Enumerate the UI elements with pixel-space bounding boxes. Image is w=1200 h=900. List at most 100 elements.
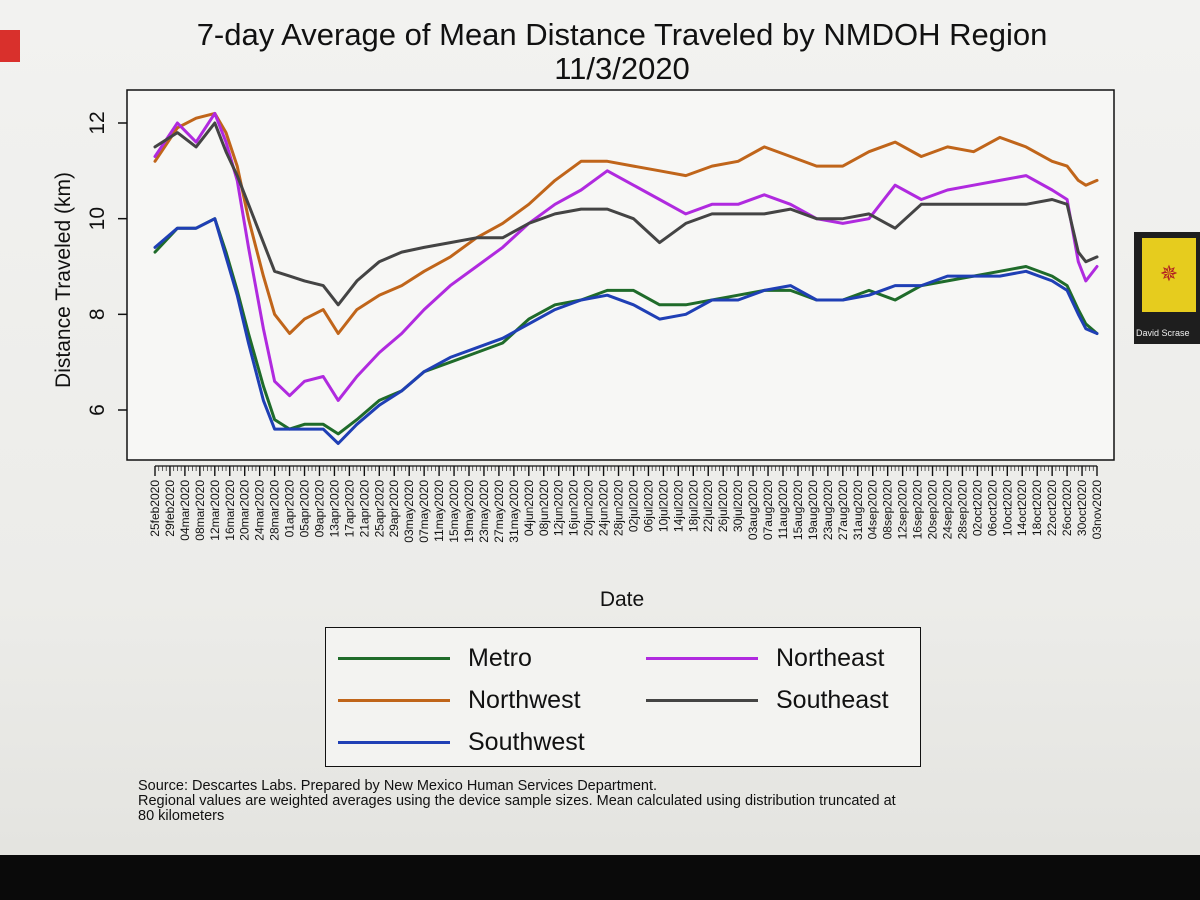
x-tick-label: 27aug2020 [836,480,850,540]
x-tick-label: 05apr2020 [298,480,312,538]
x-tick-label: 28sep2020 [955,480,969,540]
x-tick-label: 11aug2020 [776,480,790,540]
x-tick-label: 15aug2020 [791,480,805,540]
monitor-bezel [0,855,1200,900]
x-tick-label: 19aug2020 [806,480,820,540]
x-tick-label: 20mar2020 [238,480,252,541]
x-tick-label: 29apr2020 [387,480,401,538]
legend-label: Southwest [468,727,585,756]
chart-legend: Metro Northeast Northwest Southeast Southwes… [325,627,921,767]
x-tick-label: 29feb2020 [163,480,177,537]
legend-swatch [338,656,450,660]
x-tick-label: 25feb2020 [148,480,162,537]
source-line: 80 kilometers [138,808,225,824]
x-tick-label: 12mar2020 [208,480,222,541]
x-tick-label: 04jun2020 [522,480,536,536]
legend-label: Metro [468,643,532,672]
x-tick-label: 08mar2020 [193,480,207,541]
legend-swatch [338,740,450,744]
x-tick-label: 30oct2020 [1075,480,1089,536]
series-lines [153,111,1099,445]
legend-swatch [338,698,450,702]
x-tick-label: 09apr2020 [312,480,326,538]
x-tick-label: 16sep2020 [911,480,925,540]
x-tick-label: 20sep2020 [926,480,940,540]
x-tick-label: 04sep2020 [866,480,880,540]
x-tick-label: 03may2020 [402,480,416,543]
x-tick-label: 22jul2020 [701,480,715,532]
chart-title: 7-day Average of Mean Distance Traveled … [197,17,1048,52]
legend-label: Northwest [468,685,581,714]
legend-item-northeast: Northeast [646,638,884,678]
x-tick-label: 12sep2020 [896,480,910,540]
x-tick-label: 07aug2020 [761,480,775,540]
x-tick-label: 08jun2020 [537,480,551,536]
x-tick-label: 14oct2020 [1015,480,1029,536]
x-tick-label: 30jul2020 [731,480,745,532]
series-line-southeast [153,121,1099,307]
x-tick-label: 12jun2020 [552,480,566,536]
legend-item-metro: Metro [338,638,532,678]
legend-swatch [646,698,758,702]
x-tick-label: 13apr2020 [327,480,341,538]
x-tick-label: 28jun2020 [612,480,626,536]
x-tick-label: 02jul2020 [626,480,640,532]
line-chart: 7-day Average of Mean Distance Traveled … [52,17,1114,611]
x-tick-label: 18jul2020 [686,480,700,532]
x-tick-label: 17apr2020 [342,480,356,538]
slide-screen: 7-day Average of Mean Distance Traveled … [0,0,1200,855]
legend-label: Northeast [776,643,885,672]
x-tick-label: 24mar2020 [253,480,267,541]
x-tick-label: 20jun2020 [582,480,596,536]
x-tick-label: 22oct2020 [1045,480,1059,536]
x-tick-label: 27may2020 [492,480,506,543]
legend-item-southeast: Southeast [646,680,889,720]
chart-subtitle: 11/3/2020 [554,51,690,86]
x-tick-label: 01apr2020 [283,480,297,538]
zia-sun-flag-icon: ✵ [1142,238,1196,312]
x-tick-label: 31may2020 [507,480,521,543]
x-tick-label: 23aug2020 [821,480,835,540]
x-tick-label: 03nov2020 [1090,480,1104,540]
x-tick-label: 31aug2020 [851,480,865,540]
slide-accent-tab [0,30,20,62]
source-line: Regional values are weighted averages us… [138,793,896,809]
thumbnail-caption: David Scrase [1136,328,1190,338]
x-tick-label: 04mar2020 [178,480,192,541]
x-tick-label: 18oct2020 [1030,480,1044,536]
series-line-northwest [153,111,1099,335]
x-tick-label: 21apr2020 [357,480,371,538]
y-tick-label: 6 [86,404,109,416]
x-tick-label: 26oct2020 [1060,480,1074,536]
x-tick-label: 10jul2020 [656,480,670,532]
x-tick-label: 06oct2020 [985,480,999,536]
legend-label: Southeast [776,685,889,714]
x-tick-label: 28mar2020 [268,480,282,541]
x-tick-label: 15may2020 [447,480,461,543]
legend-swatch [646,656,758,660]
x-tick-label: 08sep2020 [881,480,895,540]
x-tick-label: 07may2020 [417,480,431,543]
legend-item-southwest: Southwest [338,722,585,762]
x-tick-label: 16mar2020 [223,480,237,541]
series-line-northeast [153,111,1099,402]
y-tick-label: 10 [86,207,109,230]
y-tick-label: 8 [86,308,109,320]
x-tick-label: 26jul2020 [716,480,730,532]
x-axis-label: Date [600,588,644,611]
x-tick-label: 03aug2020 [746,480,760,540]
video-thumbnail[interactable]: ✵ David Scrase [1134,232,1200,344]
y-axis-label: Distance Traveled (km) [52,172,75,388]
x-tick-label: 16jun2020 [567,480,581,536]
x-tick-label: 24jun2020 [597,480,611,536]
x-tick-label: 25apr2020 [372,480,386,538]
x-tick-label: 11may2020 [432,480,446,542]
x-tick-label: 02oct2020 [970,480,984,536]
x-tick-label: 10oct2020 [1000,480,1014,536]
x-tick-label: 24sep2020 [940,480,954,540]
source-note: Source: Descartes Labs. Prepared by New … [138,779,1138,824]
legend-item-northwest: Northwest [338,680,581,720]
y-tick-label: 12 [86,111,109,134]
y-axis: 6 8 10 12 [86,111,127,416]
x-tick-label: 14jul2020 [671,480,685,532]
